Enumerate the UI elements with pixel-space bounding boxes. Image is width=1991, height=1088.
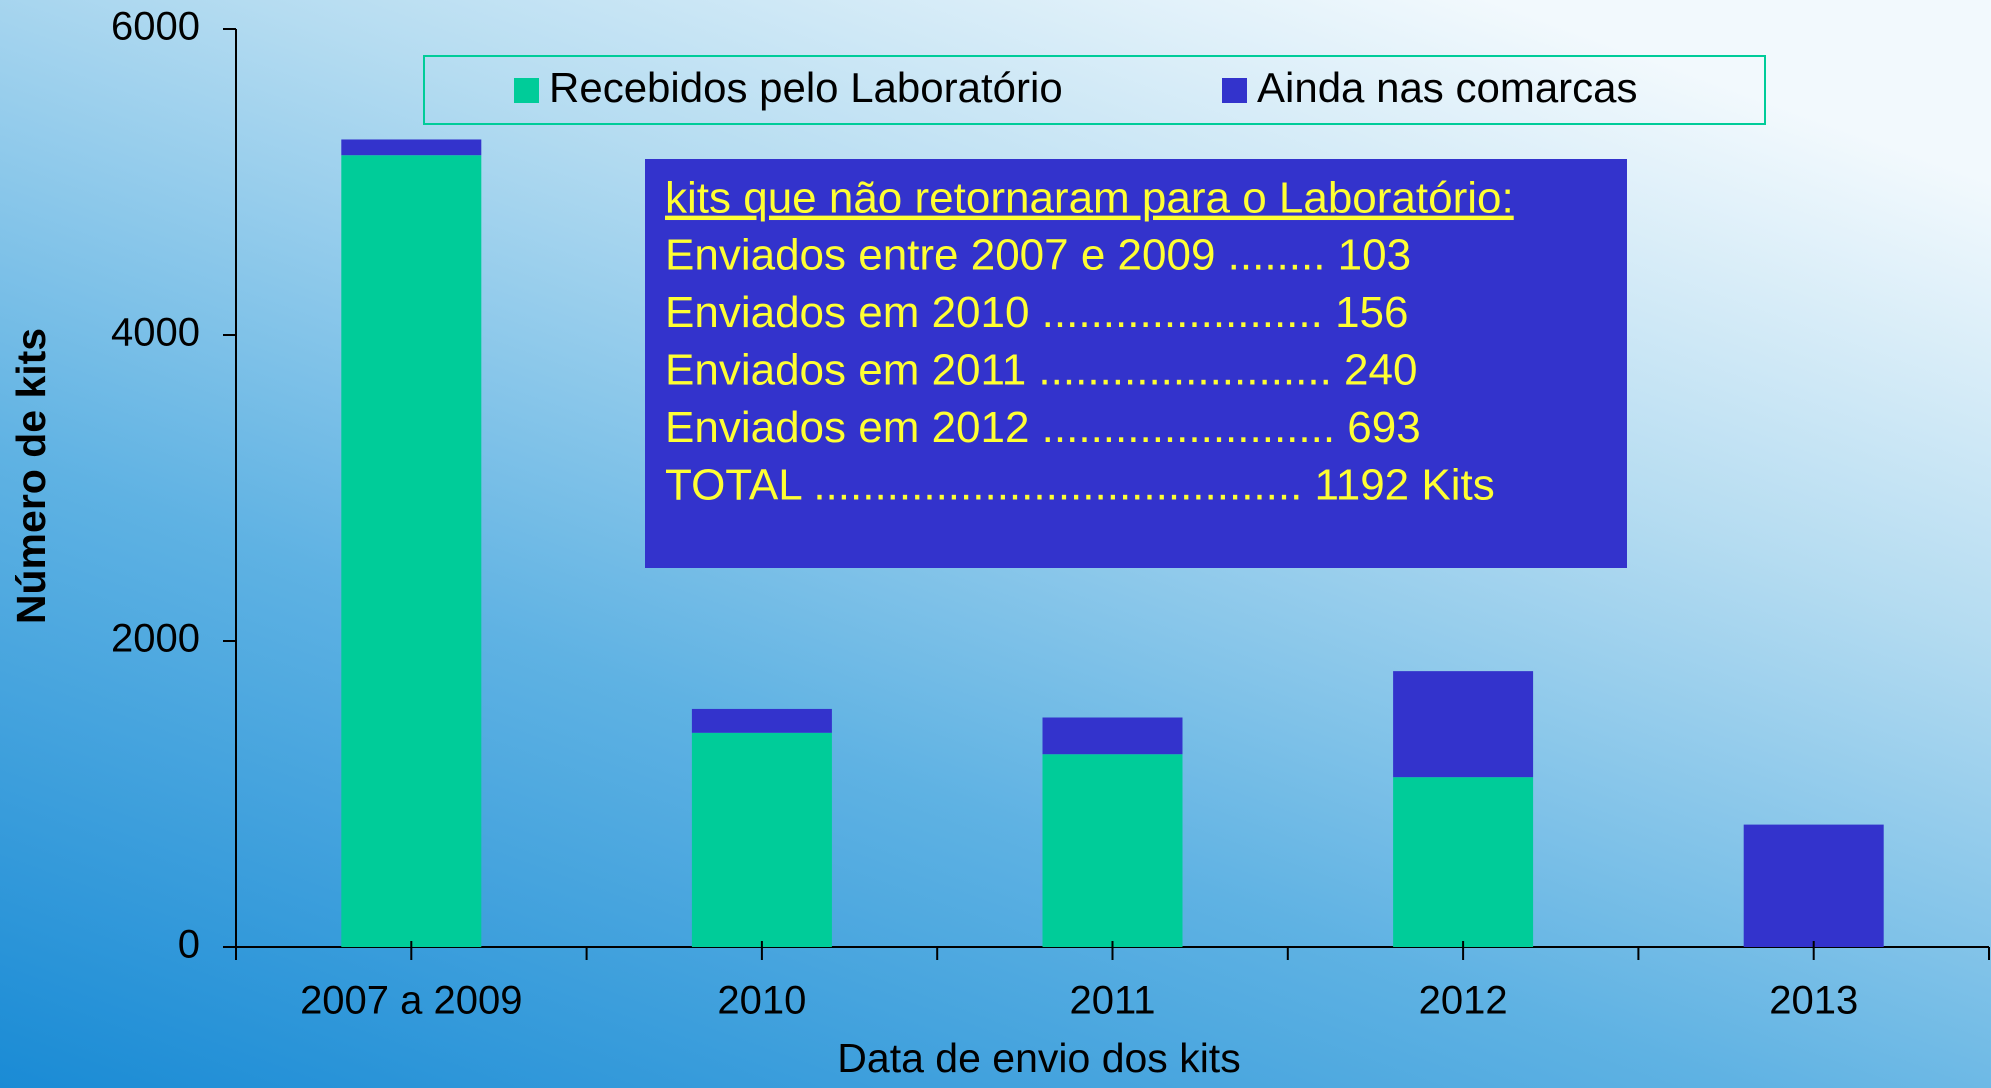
annotation-line: Enviados em 2012 .......................… <box>665 403 1421 452</box>
x-axis-title: Data de envio dos kits <box>837 1035 1240 1081</box>
bar-segment <box>1393 777 1534 947</box>
y-tick-label: 0 <box>178 923 200 967</box>
legend-label: Ainda nas comarcas <box>1257 64 1638 111</box>
y-axis-title: Número de kits <box>8 328 54 624</box>
annotation-line: TOTAL ..................................… <box>665 461 1495 510</box>
bar-segment <box>341 155 482 948</box>
x-tick-label: 2007 a 2009 <box>300 979 522 1023</box>
y-tick-label: 4000 <box>111 311 200 355</box>
legend-swatch <box>1222 78 1247 103</box>
legend-box <box>423 55 1766 125</box>
bar-segment <box>691 732 832 947</box>
bar-segment <box>341 139 482 156</box>
bar-segment <box>1393 671 1534 778</box>
annotation-line: Enviados em 2010 .......................… <box>665 288 1409 337</box>
annotation-title: kits que não retornaram para o Laboratór… <box>665 174 1514 223</box>
x-tick-label: 2011 <box>1069 979 1155 1023</box>
y-tick-label: 2000 <box>111 617 200 661</box>
legend-swatch <box>514 78 539 103</box>
bar-segment <box>1042 717 1183 755</box>
bar-segment <box>1042 754 1183 947</box>
annotation-line: Enviados em 2011 .......................… <box>665 346 1417 395</box>
annotation-line: Enviados entre 2007 e 2009 ........ 103 <box>665 231 1411 280</box>
x-tick-label: 2013 <box>1769 979 1858 1023</box>
annotation-box <box>645 159 1627 568</box>
bar-segment <box>1743 824 1884 947</box>
x-tick-label: 2010 <box>717 979 806 1023</box>
legend-label: Recebidos pelo Laboratório <box>549 64 1063 111</box>
y-tick-label: 6000 <box>111 5 200 49</box>
bar-segment <box>691 708 832 733</box>
x-tick-label: 2012 <box>1419 979 1508 1023</box>
